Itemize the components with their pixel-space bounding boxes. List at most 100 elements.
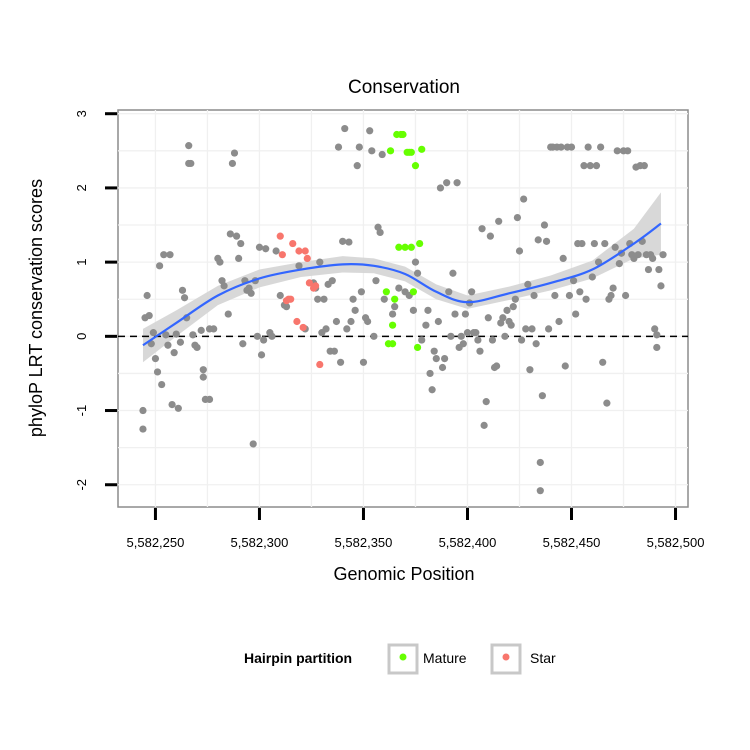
point-background bbox=[609, 284, 617, 292]
smooth-line bbox=[142, 222, 662, 347]
point-background bbox=[594, 258, 603, 266]
point-background bbox=[586, 162, 594, 170]
point-star bbox=[312, 282, 320, 290]
point-background bbox=[424, 306, 432, 314]
x-tick-label: 5,582,400 bbox=[439, 535, 497, 550]
point-background bbox=[239, 340, 247, 348]
point-background bbox=[368, 147, 376, 155]
point-background bbox=[235, 254, 243, 263]
point-mature bbox=[386, 147, 395, 155]
point-background bbox=[174, 404, 182, 412]
point-star bbox=[305, 279, 313, 287]
point-background bbox=[180, 294, 189, 302]
point-background bbox=[320, 295, 328, 303]
smooth-confidence-band bbox=[142, 192, 661, 363]
point-background bbox=[372, 277, 380, 285]
point-mature bbox=[409, 288, 418, 296]
x-axis-label: Genomic Position bbox=[333, 564, 474, 584]
point-background bbox=[461, 310, 470, 318]
point-background bbox=[336, 358, 345, 366]
point-background bbox=[517, 336, 526, 344]
point-background bbox=[376, 228, 384, 237]
point-background bbox=[391, 303, 399, 311]
point-background bbox=[316, 258, 324, 266]
point-background bbox=[482, 398, 490, 406]
point-background bbox=[172, 330, 180, 338]
point-background bbox=[507, 321, 515, 329]
point-background bbox=[370, 332, 378, 340]
point-background bbox=[449, 269, 457, 277]
point-background bbox=[509, 303, 517, 311]
point-background bbox=[428, 386, 436, 394]
point-background bbox=[499, 314, 507, 322]
point-background bbox=[145, 311, 153, 320]
point-mature bbox=[407, 243, 415, 251]
point-background bbox=[276, 291, 284, 300]
x-tick-label: 5,582,450 bbox=[543, 535, 601, 550]
x-tick-label: 5,582,300 bbox=[231, 535, 289, 550]
point-star bbox=[316, 360, 324, 369]
point-background bbox=[592, 162, 601, 170]
point-background bbox=[567, 143, 576, 151]
point-background bbox=[584, 143, 592, 151]
point-star bbox=[295, 247, 303, 255]
y-tick-label: 3 bbox=[74, 110, 89, 117]
point-background bbox=[653, 331, 661, 339]
point-background bbox=[634, 251, 642, 259]
point-background bbox=[569, 277, 578, 285]
point-star bbox=[299, 323, 307, 332]
point-background bbox=[578, 239, 586, 248]
point-background bbox=[341, 124, 349, 133]
y-tick-label: -1 bbox=[74, 405, 89, 417]
point-background bbox=[268, 332, 276, 340]
point-star bbox=[303, 254, 311, 263]
point-background bbox=[532, 340, 540, 348]
x-tick-label: 5,582,250 bbox=[127, 535, 185, 550]
point-background bbox=[193, 343, 201, 352]
point-background bbox=[561, 362, 569, 370]
point-background bbox=[515, 247, 524, 255]
point-background bbox=[476, 347, 484, 355]
point-background bbox=[418, 336, 426, 344]
legend: Hairpin partition Mature Star bbox=[244, 643, 556, 675]
point-background bbox=[501, 332, 509, 340]
point-background bbox=[545, 325, 553, 333]
legend-label-mature: Mature bbox=[423, 650, 467, 666]
point-mature bbox=[411, 162, 420, 170]
point-background bbox=[445, 288, 453, 296]
point-background bbox=[224, 310, 232, 318]
point-background bbox=[189, 331, 197, 339]
point-background bbox=[480, 421, 488, 429]
point-background bbox=[551, 291, 559, 300]
point-background bbox=[156, 262, 164, 270]
point-background bbox=[542, 237, 551, 245]
point-background bbox=[151, 354, 160, 363]
point-background bbox=[603, 399, 611, 407]
point-background bbox=[434, 317, 442, 326]
point-background bbox=[582, 295, 590, 303]
point-background bbox=[322, 325, 330, 333]
point-background bbox=[409, 306, 418, 314]
point-background bbox=[260, 336, 268, 344]
point-background bbox=[230, 149, 239, 157]
point-background bbox=[555, 317, 563, 326]
point-background bbox=[597, 143, 605, 151]
point-background bbox=[453, 179, 461, 187]
point-background bbox=[486, 232, 494, 240]
point-background bbox=[160, 251, 168, 259]
point-background bbox=[343, 325, 351, 333]
point-background bbox=[649, 254, 657, 263]
point-background bbox=[655, 265, 663, 274]
point-background bbox=[411, 258, 420, 266]
point-background bbox=[228, 159, 237, 168]
point-star bbox=[287, 295, 295, 303]
point-background bbox=[332, 317, 341, 326]
point-background bbox=[430, 347, 438, 355]
point-background bbox=[164, 341, 172, 349]
point-background bbox=[443, 179, 451, 187]
point-background bbox=[178, 286, 187, 294]
point-background bbox=[659, 251, 667, 259]
point-background bbox=[468, 288, 476, 296]
point-background bbox=[247, 289, 255, 297]
